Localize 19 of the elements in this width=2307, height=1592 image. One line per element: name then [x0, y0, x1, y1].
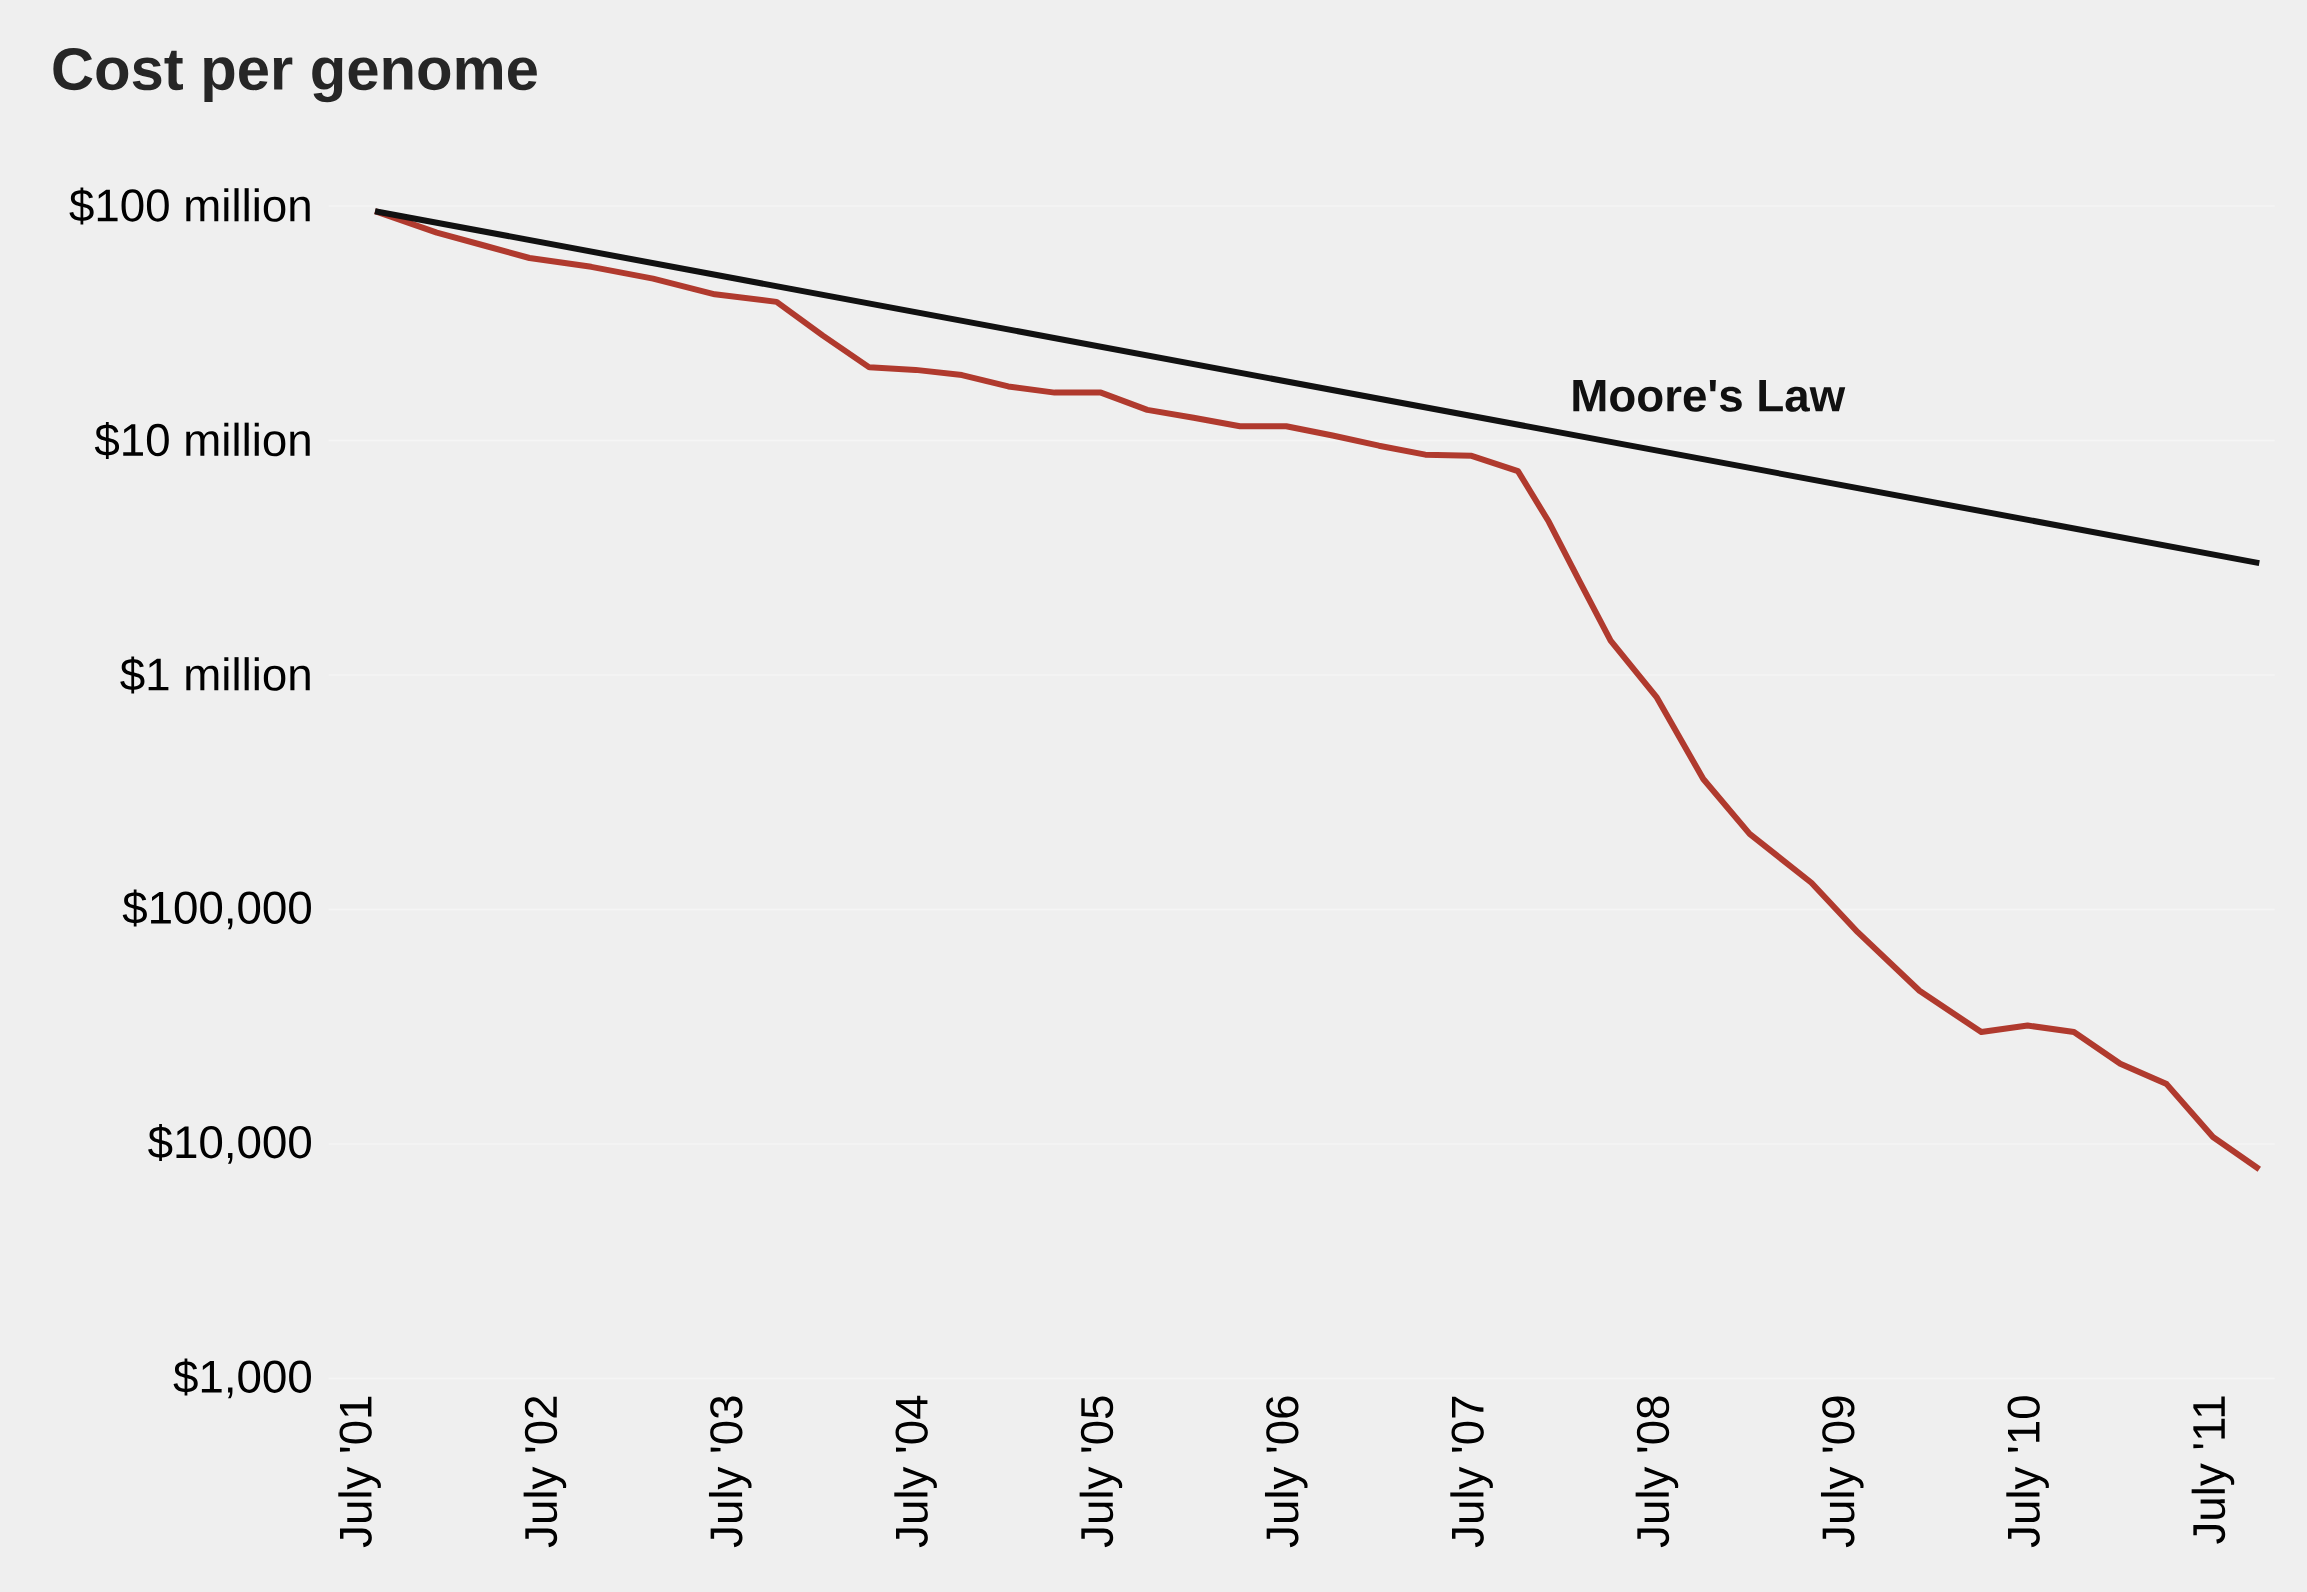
x-tick-label: July '07 — [1450, 1396, 1493, 1548]
x-tick-label: July '01 — [338, 1396, 381, 1548]
x-tick-label: July '06 — [1264, 1396, 1308, 1548]
x-tick-label: July '04 — [894, 1395, 937, 1548]
x-tick-label: July '09 — [1820, 1396, 1864, 1548]
y-tick-label: $1,000 — [173, 1358, 311, 1399]
x-tick-label: July '10 — [2006, 1396, 2049, 1548]
y-tick-label: $100 million — [69, 187, 310, 225]
y-tick-label: $10 million — [94, 421, 310, 459]
y-tick-label: $1 million — [120, 656, 310, 694]
x-tick-label: July '03 — [708, 1396, 752, 1548]
x-tick-label: July '02 — [523, 1396, 567, 1548]
y-tick-label: $100,000 — [122, 889, 311, 930]
series-label: Moore's Law — [1573, 379, 1846, 412]
x-tick-label: July '08 — [1635, 1396, 1679, 1548]
y-tick-label: $10,000 — [148, 1124, 311, 1164]
x-tick-label: July '05 — [1079, 1396, 1123, 1548]
x-tick-label: July '11 — [2191, 1396, 2235, 1544]
chart-title: Cost per genome — [53, 47, 537, 103]
